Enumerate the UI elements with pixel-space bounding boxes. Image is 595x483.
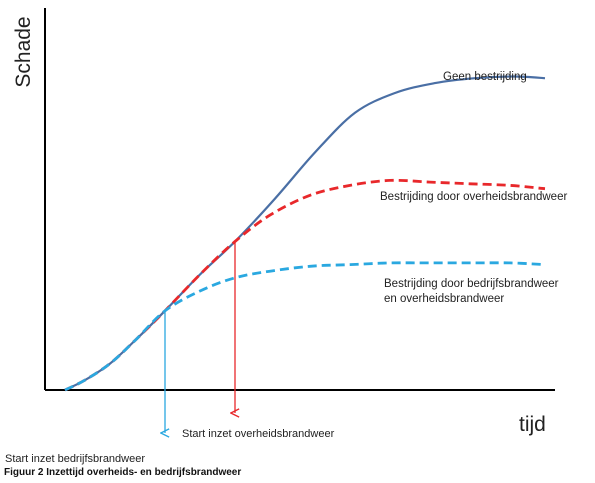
y-axis-label: Schade [12, 16, 35, 87]
annotation-start-overheidsbrandweer: Start inzet overheidsbrandweer [182, 428, 335, 440]
series-label-2: Bestrijding door overheidsbrandweer [380, 191, 567, 203]
annotation-start-bedrijfsbrandweer: Start inzet bedrijfsbrandweer [5, 453, 145, 465]
x-axis-label: tijd [519, 413, 546, 436]
series-label-3-line-2: en overheidsbrandweer [384, 293, 504, 305]
series-line-bedrijfsbrandweer [64, 261, 546, 392]
series-line-geen-bestrijding [64, 75, 546, 391]
series-label-3-line-1: Bestrijding door bedrijfsbrandweer [384, 278, 559, 290]
figure-caption: Figuur 2 Inzettijd overheids- en bedrijf… [4, 467, 242, 478]
series-label-1: Geen bestrijding [443, 71, 527, 83]
